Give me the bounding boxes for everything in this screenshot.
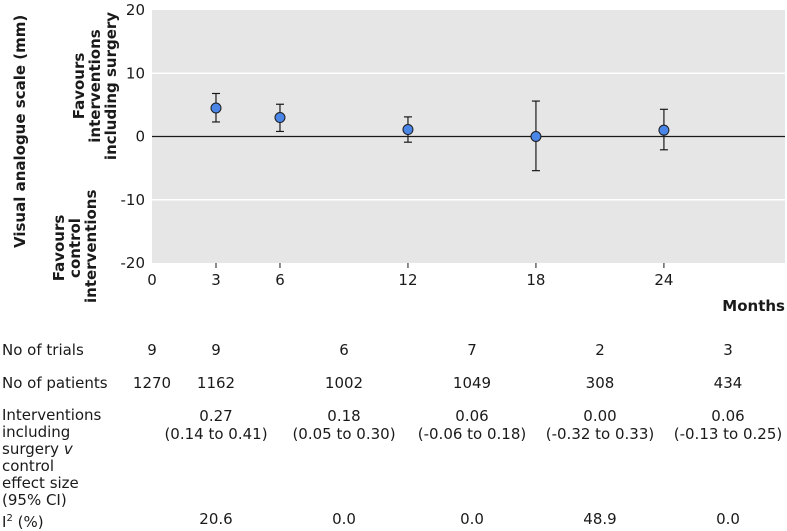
x-axis-title: Months [722,297,785,315]
effect-ci-cell: (-0.06 to 0.18) [417,425,527,443]
y-tick-label: -10 [121,191,146,209]
y-tick-label: 10 [126,64,145,82]
effect-value-cell: 0.06 [711,407,745,425]
i2-cell: 0.0 [716,510,740,528]
point-marker [658,124,670,136]
patients-cell: 434 [713,374,743,392]
y-axis-title: Visual analogue scale (mm) [11,14,29,248]
patients-cell: 1270 [132,374,172,392]
trials-cell: 2 [595,341,605,359]
trials-cell: 3 [723,341,733,359]
x-tick-label: 24 [654,271,673,289]
point-marker [402,124,414,136]
i2-cell: 20.6 [199,510,233,528]
y-tick-label: -20 [121,254,146,272]
point-marker [530,131,542,142]
effect-ci-cell: (-0.32 to 0.33) [545,425,655,443]
i2-cell: 48.9 [583,510,617,528]
point-marker [274,112,286,124]
patients-cell: 1162 [196,374,236,392]
patients-row-label: No of patients [2,374,108,392]
effect-value-cell: 0.27 [199,407,233,425]
effect-ci-cell: (-0.13 to 0.25) [673,425,783,443]
x-tick-label: 0 [147,271,157,289]
y-tick-label: 0 [135,128,145,146]
effect-value-cell: 0.00 [583,407,617,425]
i2-cell: 0.0 [460,510,484,528]
x-tick-label: 12 [398,271,417,289]
patients-cell: 1002 [324,374,364,392]
trials-row-label: No of trials [2,341,84,359]
x-tick-label: 18 [526,271,545,289]
trials-cell: 7 [467,341,477,359]
patients-cell: 1049 [452,374,492,392]
forest-chart: -20 -10 0 10 20 0 3 6 12 18 24 [121,1,785,289]
favours-surgery-label: Favours interventions including surgery [70,11,120,161]
y-tick-label: 20 [126,1,145,19]
favours-control-label: Favours control interventions [50,189,100,303]
effect-ci-cell: (0.05 to 0.30) [292,425,396,443]
trials-cell: 9 [147,341,157,359]
x-tick-label: 6 [275,271,285,289]
i2-cell: 0.0 [332,510,356,528]
effect-value-cell: 0.18 [327,407,361,425]
point-marker [210,102,222,114]
i2-row-label: I2 (%) [2,513,44,531]
effect-row-label: Interventions including surgery v contro… [2,406,102,509]
patients-cell: 308 [585,374,615,392]
trials-cell: 6 [339,341,349,359]
effect-value-cell: 0.06 [455,407,489,425]
effect-ci-cell: (0.14 to 0.41) [164,425,268,443]
x-tick-label: 3 [211,271,221,289]
trials-cell: 9 [211,341,221,359]
